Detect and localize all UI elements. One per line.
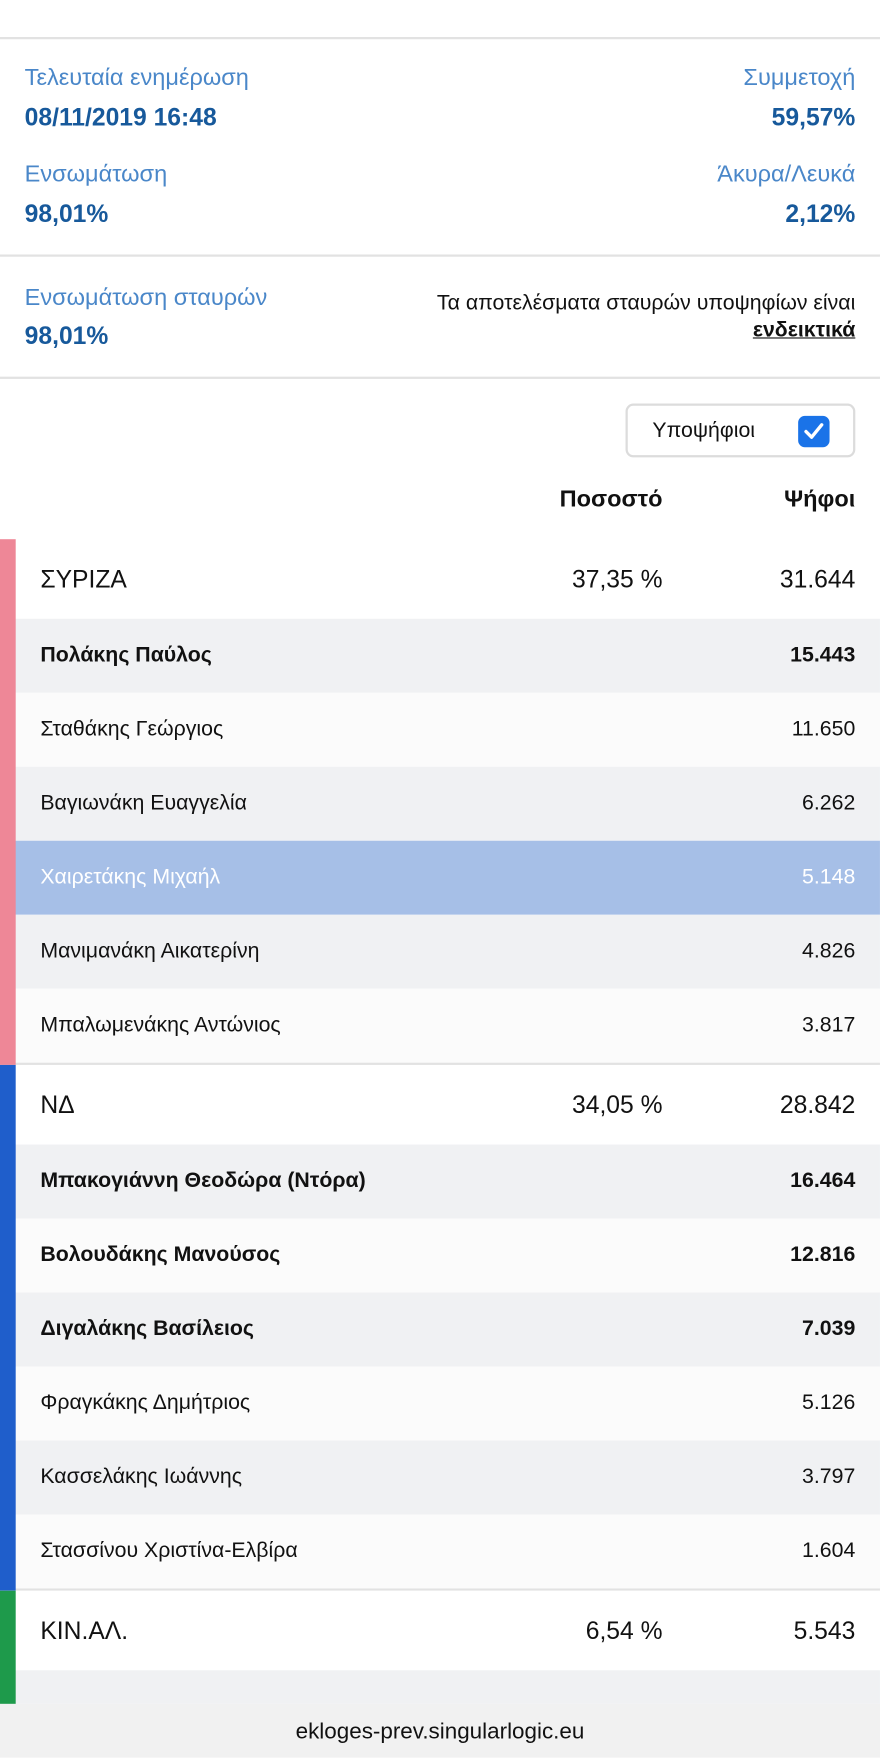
label: Άκυρα/Λευκά xyxy=(717,161,856,188)
candidate-name: Μπαλωμενάκης Αντώνιος xyxy=(40,1013,281,1037)
divider xyxy=(0,376,880,379)
divider xyxy=(0,36,880,40)
candidate-votes: 7.039 xyxy=(802,1317,856,1341)
candidate-votes: 12.816 xyxy=(790,1243,856,1267)
candidate-row[interactable]: Κασσελάκης Ιωάννης 3.797 xyxy=(0,1440,880,1515)
candidate-row xyxy=(0,1670,880,1704)
party-percent: 34,05 % xyxy=(572,1090,663,1119)
candidate-name: Πολάκης Παύλος xyxy=(40,643,212,667)
url: ekloges-prev.singularlogic.eu xyxy=(295,1719,585,1745)
candidate-row[interactable]: Σταθάκης Γεώργιος 11.650 xyxy=(0,692,880,767)
candidate-name: Χαιρετάκης Μιχαήλ xyxy=(40,865,221,889)
candidate-row[interactable]: Πολάκης Παύλος 15.443 xyxy=(0,618,880,693)
party-row[interactable]: ΚΙΝ.ΑΛ. 6,54 % 5.543 xyxy=(0,1590,880,1671)
candidate-row[interactable]: Διγαλάκης Βασίλειος 7.039 xyxy=(0,1292,880,1367)
divider xyxy=(0,1588,880,1591)
value: 98,01% xyxy=(24,199,109,228)
candidate-name: Διγαλάκης Βασίλειος xyxy=(40,1317,255,1341)
candidate-name: Στασσίνου Χριστίνα-Ελβίρα xyxy=(40,1539,298,1563)
candidate-votes: 5.126 xyxy=(802,1391,856,1415)
candidate-row[interactable]: Φραγκάκης Δημήτριος 5.126 xyxy=(0,1366,880,1441)
divider xyxy=(0,254,880,257)
column-header: Ποσοστό xyxy=(559,486,663,513)
candidate-votes: 11.650 xyxy=(791,717,856,741)
party-color-bar xyxy=(0,1590,16,1704)
label: Τελευταία ενημέρωση xyxy=(24,65,249,91)
divider xyxy=(0,1062,880,1065)
candidate-row[interactable]: Μπακογιάννη Θεοδώρα (Ντόρα) 16.464 xyxy=(0,1144,880,1219)
party-name: ΝΔ xyxy=(40,1090,75,1119)
party-percent: 37,35 % xyxy=(572,564,663,594)
candidate-name: Κασσελάκης Ιωάννης xyxy=(40,1465,242,1489)
party-row[interactable]: ΝΔ 34,05 % 28.842 xyxy=(0,1064,880,1145)
label: Ενσωμάτωση σταυρών xyxy=(24,284,268,311)
party-name: ΣΥΡΙΖΑ xyxy=(40,564,127,594)
candidate-votes: 6.262 xyxy=(802,791,856,815)
party-votes: 31.644 xyxy=(779,564,856,594)
value: 08/11/2019 16:48 xyxy=(24,103,217,132)
candidate-name: Φραγκάκης Δημήτριος xyxy=(40,1391,251,1415)
candidate-name: Μπακογιάννη Θεοδώρα (Ντόρα) xyxy=(40,1169,366,1193)
party-votes: 5.543 xyxy=(793,1616,856,1645)
candidate-row[interactable]: Βαγιωνάκη Ευαγγελία 6.262 xyxy=(0,766,880,841)
column-header: Ψήφοι xyxy=(784,486,856,513)
candidate-name: Βολουδάκης Μανούσος xyxy=(40,1243,281,1267)
candidate-votes: 3.797 xyxy=(802,1465,856,1489)
party-votes: 28.842 xyxy=(779,1090,856,1119)
party-name: ΚΙΝ.ΑΛ. xyxy=(40,1616,129,1645)
party-color-bar xyxy=(0,1064,16,1591)
candidate-name: Μανιμανάκη Αικατερίνη xyxy=(40,939,260,963)
candidates-toggle[interactable]: Υποψήφιοι xyxy=(625,403,856,458)
candidate-row[interactable]: Μπαλωμενάκης Αντώνιος 3.817 xyxy=(0,988,880,1063)
note: Τα αποτελέσματα σταυρών υποψηφίων είναι xyxy=(436,291,856,316)
value: 2,12% xyxy=(785,199,856,228)
candidate-votes: 16.464 xyxy=(790,1169,856,1193)
party-percent: 6,54 % xyxy=(585,1616,663,1645)
candidate-name: Βαγιωνάκη Ευαγγελία xyxy=(40,791,247,815)
candidate-row[interactable]: Μανιμανάκη Αικατερίνη 4.826 xyxy=(0,914,880,989)
candidate-name: Σταθάκης Γεώργιος xyxy=(40,717,224,741)
candidate-votes: 1.604 xyxy=(802,1539,856,1563)
candidate-row[interactable]: Στασσίνου Χριστίνα-Ελβίρα 1.604 xyxy=(0,1514,880,1589)
party-row[interactable]: ΣΥΡΙΖΑ 37,35 % 31.644 xyxy=(0,539,880,619)
results-table: ΣΥΡΙΖΑ 37,35 % 31.644 Πολάκης Παύλος 15.443 Σ… xyxy=(0,539,880,1704)
candidate-row[interactable]: Βολουδάκης Μανούσος 12.816 xyxy=(0,1218,880,1293)
check-mark xyxy=(804,423,824,439)
note-link[interactable]: ενδεικτικά xyxy=(752,318,856,342)
checkbox[interactable] xyxy=(797,415,831,449)
label: Ενσωμάτωση xyxy=(24,161,168,188)
footer: ekloges-prev.singularlogic.eu xyxy=(0,1703,880,1758)
party-color-bar xyxy=(0,539,16,1065)
label: Συμμετοχή xyxy=(743,65,856,91)
toggle-label: Υποψήφιοι xyxy=(652,419,756,443)
candidate-votes: 15.443 xyxy=(790,643,856,667)
candidate-votes: 3.817 xyxy=(802,1013,856,1037)
candidate-votes: 5.148 xyxy=(802,865,856,889)
value: 98,01% xyxy=(24,321,109,350)
candidate-votes: 4.826 xyxy=(802,939,856,963)
value: 59,57% xyxy=(771,103,856,132)
candidate-row[interactable]: Χαιρετάκης Μιχαήλ 5.148 xyxy=(0,840,880,915)
